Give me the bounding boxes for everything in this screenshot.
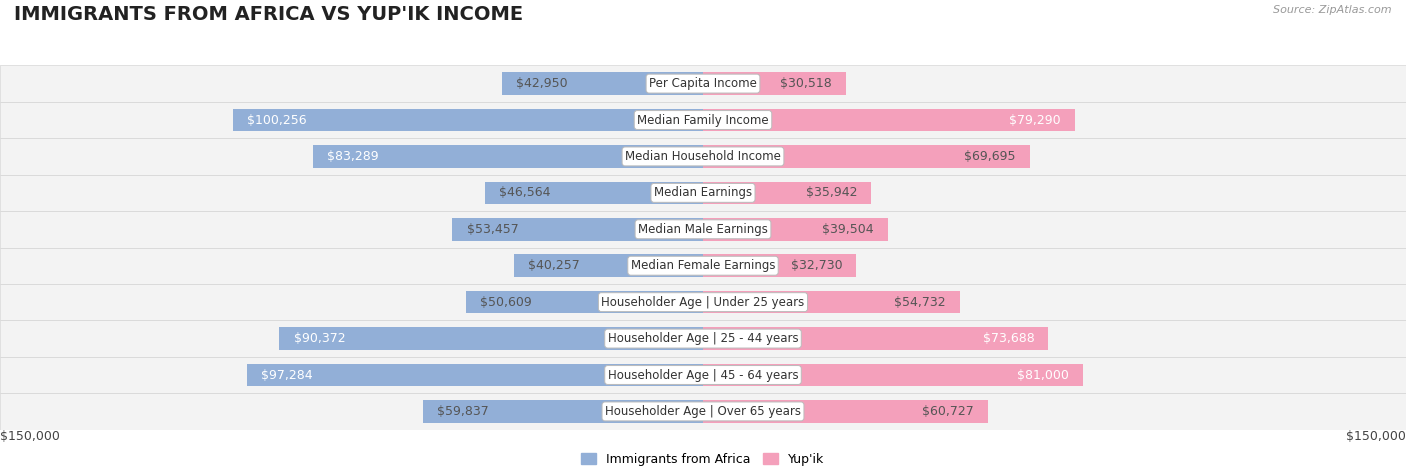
Text: $30,518: $30,518: [780, 77, 832, 90]
Text: $73,688: $73,688: [983, 332, 1035, 345]
Bar: [0, 248, 1406, 284]
Bar: [0, 138, 1406, 175]
Text: $79,290: $79,290: [1010, 113, 1060, 127]
Bar: [502, 72, 703, 95]
Text: $53,457: $53,457: [467, 223, 519, 236]
Text: Householder Age | Under 25 years: Householder Age | Under 25 years: [602, 296, 804, 309]
Bar: [0, 284, 1406, 320]
Bar: [0, 175, 1406, 211]
Text: $69,695: $69,695: [965, 150, 1015, 163]
Text: $39,504: $39,504: [823, 223, 875, 236]
Text: Source: ZipAtlas.com: Source: ZipAtlas.com: [1274, 5, 1392, 14]
Text: Median Female Earnings: Median Female Earnings: [631, 259, 775, 272]
Text: Median Male Earnings: Median Male Earnings: [638, 223, 768, 236]
Bar: [0, 393, 1406, 430]
Text: $46,564: $46,564: [499, 186, 550, 199]
Text: Median Family Income: Median Family Income: [637, 113, 769, 127]
Bar: [465, 291, 703, 313]
Text: $50,609: $50,609: [479, 296, 531, 309]
Text: $32,730: $32,730: [790, 259, 842, 272]
Bar: [233, 109, 703, 131]
Text: Per Capita Income: Per Capita Income: [650, 77, 756, 90]
Bar: [0, 102, 1406, 138]
Bar: [0, 357, 1406, 393]
Bar: [0, 211, 1406, 248]
Bar: [703, 291, 959, 313]
Text: $150,000: $150,000: [1346, 430, 1406, 443]
Text: Householder Age | 25 - 44 years: Householder Age | 25 - 44 years: [607, 332, 799, 345]
Bar: [703, 327, 1049, 350]
Bar: [0, 284, 1406, 320]
Text: $35,942: $35,942: [806, 186, 858, 199]
Bar: [0, 320, 1406, 357]
Text: $40,257: $40,257: [529, 259, 581, 272]
Bar: [703, 145, 1029, 168]
Bar: [0, 65, 1406, 102]
Text: $42,950: $42,950: [516, 77, 568, 90]
Bar: [703, 255, 856, 277]
Bar: [280, 327, 703, 350]
Bar: [423, 400, 703, 423]
Text: Householder Age | Over 65 years: Householder Age | Over 65 years: [605, 405, 801, 418]
Bar: [0, 175, 1406, 211]
Bar: [0, 393, 1406, 430]
Bar: [0, 102, 1406, 138]
Text: $60,727: $60,727: [922, 405, 973, 418]
Text: $81,000: $81,000: [1017, 368, 1069, 382]
Bar: [453, 218, 703, 241]
Bar: [0, 357, 1406, 393]
Bar: [703, 72, 846, 95]
Text: $59,837: $59,837: [437, 405, 488, 418]
Legend: Immigrants from Africa, Yup'ik: Immigrants from Africa, Yup'ik: [576, 448, 830, 467]
Text: $100,256: $100,256: [247, 113, 307, 127]
Bar: [312, 145, 703, 168]
Bar: [247, 364, 703, 386]
Bar: [703, 182, 872, 204]
Bar: [0, 211, 1406, 248]
Text: $150,000: $150,000: [0, 430, 60, 443]
Text: $54,732: $54,732: [894, 296, 945, 309]
Text: Median Household Income: Median Household Income: [626, 150, 780, 163]
Bar: [703, 218, 889, 241]
Bar: [0, 320, 1406, 357]
Text: $83,289: $83,289: [326, 150, 378, 163]
Bar: [703, 400, 987, 423]
Text: $90,372: $90,372: [294, 332, 344, 345]
Text: $97,284: $97,284: [262, 368, 312, 382]
Bar: [0, 138, 1406, 175]
Text: IMMIGRANTS FROM AFRICA VS YUP'IK INCOME: IMMIGRANTS FROM AFRICA VS YUP'IK INCOME: [14, 5, 523, 24]
Bar: [515, 255, 703, 277]
Text: Median Earnings: Median Earnings: [654, 186, 752, 199]
Bar: [0, 248, 1406, 284]
Text: Householder Age | 45 - 64 years: Householder Age | 45 - 64 years: [607, 368, 799, 382]
Bar: [703, 109, 1074, 131]
Bar: [703, 364, 1083, 386]
Bar: [0, 65, 1406, 102]
Bar: [485, 182, 703, 204]
